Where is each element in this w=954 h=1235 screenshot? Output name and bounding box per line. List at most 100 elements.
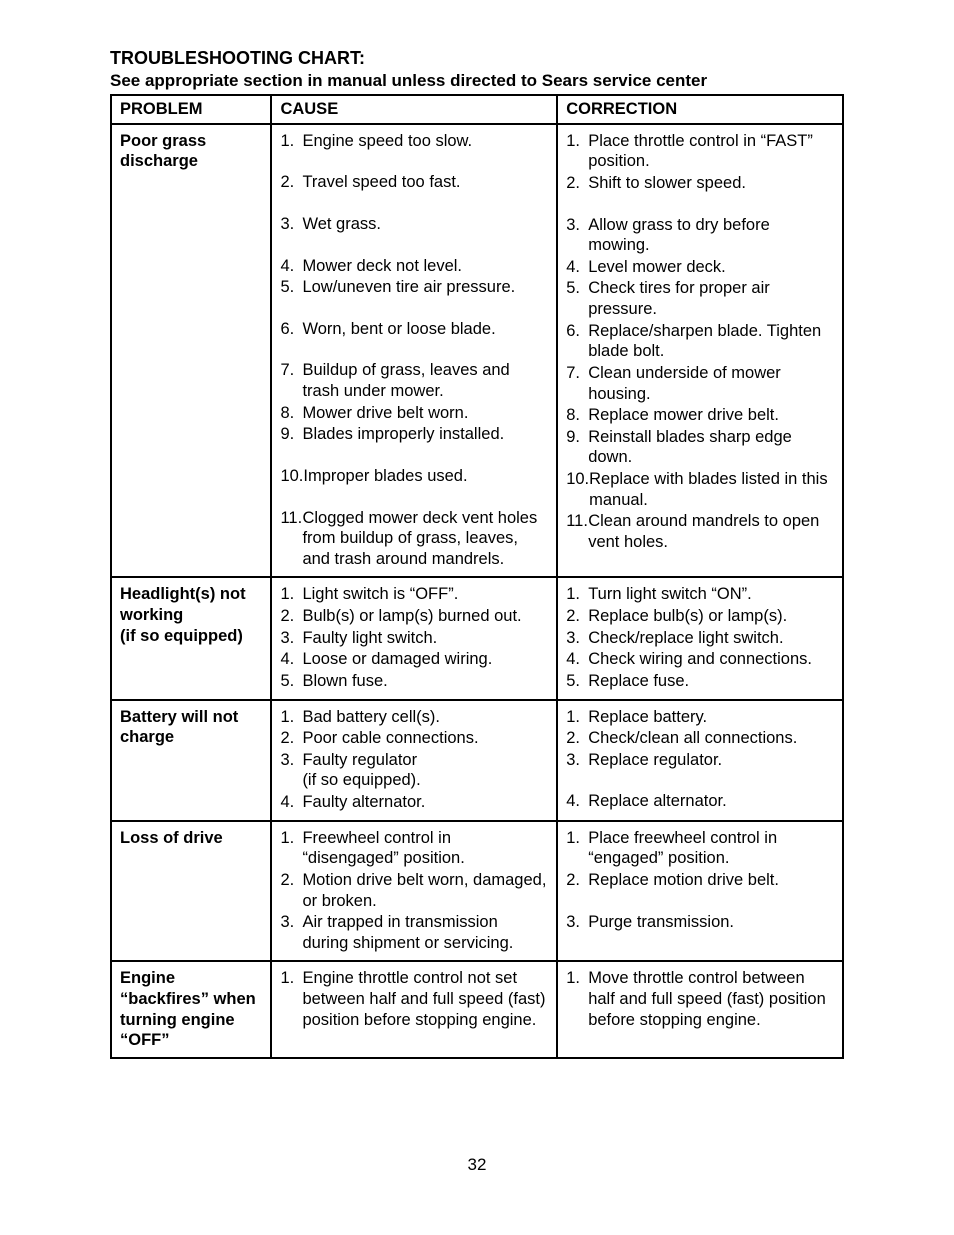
- item-number: 7.: [280, 360, 302, 401]
- item-text: Loose or damaged wiring.: [302, 649, 548, 670]
- list-item: 1.Light switch is “OFF”.: [280, 584, 548, 605]
- item-number: 5.: [566, 278, 588, 319]
- item-text: Clean underside of mower housing.: [588, 363, 834, 404]
- item-text: Purge transmission.: [588, 912, 834, 933]
- correction-cell: 1.Place freewheel control in “engaged” p…: [557, 821, 843, 962]
- item-number: 1.: [566, 707, 588, 728]
- list-item: 4.Mower deck not level.: [280, 256, 548, 277]
- item-number: 10.: [280, 466, 303, 487]
- spacer: [280, 236, 548, 256]
- item-number: 6.: [280, 319, 302, 340]
- list-item: 11.Clogged mower deck vent holes from bu…: [280, 508, 548, 570]
- item-text: Replace motion drive belt.: [588, 870, 834, 891]
- list-item: 4.Replace alternator.: [566, 791, 834, 812]
- item-text: Level mower deck.: [588, 257, 834, 278]
- item-number: 3.: [280, 912, 302, 953]
- page-subtitle: See appropriate section in manual unless…: [110, 71, 844, 91]
- correction-cell: 1.Place throttle control in “FAST” posit…: [557, 124, 843, 578]
- item-number: 7.: [566, 363, 588, 404]
- item-text: Mower deck not level.: [302, 256, 548, 277]
- table-row: Battery will not charge 1. Bad battery cel…: [111, 700, 843, 821]
- item-number: 4.: [566, 649, 588, 670]
- list-item: 1.Move throttle control between half and…: [566, 968, 834, 1030]
- problem-cell: Engine “backfires” when turning engine “…: [111, 961, 271, 1058]
- header-problem: PROBLEM: [111, 95, 271, 124]
- cause-cell: 1.Light switch is “OFF”.2.Bulb(s) or lam…: [271, 577, 557, 699]
- item-text: Freewheel control in “disengaged” positi…: [302, 828, 548, 869]
- list-item: 4.Faulty alternator.: [280, 792, 548, 813]
- list-item: 2.Replace motion drive belt.: [566, 870, 834, 891]
- correction-cell: 1.Move throttle control between half and…: [557, 961, 843, 1058]
- item-number: 1.: [280, 828, 302, 869]
- header-cause: CAUSE: [271, 95, 557, 124]
- item-text: Check wiring and connections.: [588, 649, 834, 670]
- item-text: Bad battery cell(s).: [302, 707, 548, 728]
- table-row: Loss of drive1.Freewheel control in “dis…: [111, 821, 843, 962]
- list-item: 3.Check/replace light switch.: [566, 628, 834, 649]
- spacer: [280, 340, 548, 360]
- item-number: 1.: [566, 968, 588, 1030]
- table-row: Headlight(s) not working(if so equipped)…: [111, 577, 843, 699]
- list-item: 2.Check/clean all connections.: [566, 728, 834, 749]
- item-text: Faulty light switch.: [302, 628, 548, 649]
- item-text: Worn, bent or loose blade.: [302, 319, 548, 340]
- spacer: [280, 152, 548, 172]
- problem-cell: Headlight(s) not working(if so equipped): [111, 577, 271, 699]
- spacer: [280, 446, 548, 466]
- list-item: 3.Replace regulator.: [566, 750, 834, 771]
- item-text: Improper blades used.: [303, 466, 548, 487]
- item-number: 11.: [566, 511, 588, 552]
- item-text: Replace/sharpen blade. Tighten blade bol…: [588, 321, 834, 362]
- item-number: 9.: [280, 424, 302, 445]
- item-text: Faulty alternator.: [302, 792, 548, 813]
- item-text: Motion drive belt worn, damaged, or brok…: [302, 870, 548, 911]
- list-item: 2.Travel speed too fast.: [280, 172, 548, 193]
- item-text: Air trapped in transmission during shipm…: [302, 912, 548, 953]
- item-number: 5.: [280, 277, 302, 298]
- item-number: 4.: [280, 649, 302, 670]
- table-row: Engine “backfires” when turning engine “…: [111, 961, 843, 1058]
- item-number: 5.: [280, 671, 302, 692]
- item-text: Travel speed too fast.: [302, 172, 548, 193]
- problem-cell: Battery will not charge: [111, 700, 271, 821]
- item-text: Check/replace light switch.: [588, 628, 834, 649]
- list-item: 1.Place freewheel control in “engaged” p…: [566, 828, 834, 869]
- list-item: 3.Faulty regulator(if so equipped).: [280, 750, 548, 791]
- item-text: Replace alternator.: [588, 791, 834, 812]
- item-number: 3.: [566, 628, 588, 649]
- item-number: 1.: [566, 584, 588, 605]
- list-item: 1.Turn light switch “ON”.: [566, 584, 834, 605]
- list-item: 3.Air trapped in transmission during shi…: [280, 912, 548, 953]
- correction-cell: 1.Turn light switch “ON”.2.Replace bulb(…: [557, 577, 843, 699]
- item-number: 2.: [280, 606, 302, 627]
- list-item: 4.Loose or damaged wiring.: [280, 649, 548, 670]
- list-item: 2.Shift to slower speed.: [566, 173, 834, 194]
- list-item: 2.Poor cable connections.: [280, 728, 548, 749]
- list-item: 5.Check tires for proper air pressure.: [566, 278, 834, 319]
- item-number: 1.: [280, 968, 302, 1030]
- header-correction: CORRECTION: [557, 95, 843, 124]
- cause-cell: 1.Engine speed too slow.2.Travel speed t…: [271, 124, 557, 578]
- item-number: 2.: [566, 606, 588, 627]
- item-number: 3.: [280, 214, 302, 235]
- item-text: Replace fuse.: [588, 671, 834, 692]
- item-text: Bulb(s) or lamp(s) burned out.: [302, 606, 548, 627]
- item-text: Replace battery.: [588, 707, 834, 728]
- problem-cell: Poor grass discharge: [111, 124, 271, 578]
- list-item: 2.Bulb(s) or lamp(s) burned out.: [280, 606, 548, 627]
- list-item: 3.Wet grass.: [280, 214, 548, 235]
- item-text: Reinstall blades sharp edge down.: [588, 427, 834, 468]
- item-number: 1.: [566, 131, 588, 172]
- list-item: 6.Replace/sharpen blade. Tighten blade b…: [566, 321, 834, 362]
- list-item: 7.Clean underside of mower housing.: [566, 363, 834, 404]
- item-text: Replace regulator.: [588, 750, 834, 771]
- item-number: 1.: [280, 131, 302, 152]
- list-item: 3.Faulty light switch.: [280, 628, 548, 649]
- item-text: Wet grass.: [302, 214, 548, 235]
- cause-cell: 1.Engine throttle control not set betwee…: [271, 961, 557, 1058]
- item-number: 1.: [566, 828, 588, 869]
- list-item: 1.Freewheel control in “disengaged” posi…: [280, 828, 548, 869]
- item-text: Engine throttle control not set between …: [302, 968, 548, 1030]
- item-text: Buildup of grass, leaves and trash under…: [302, 360, 548, 401]
- item-text: Check tires for proper air pressure.: [588, 278, 834, 319]
